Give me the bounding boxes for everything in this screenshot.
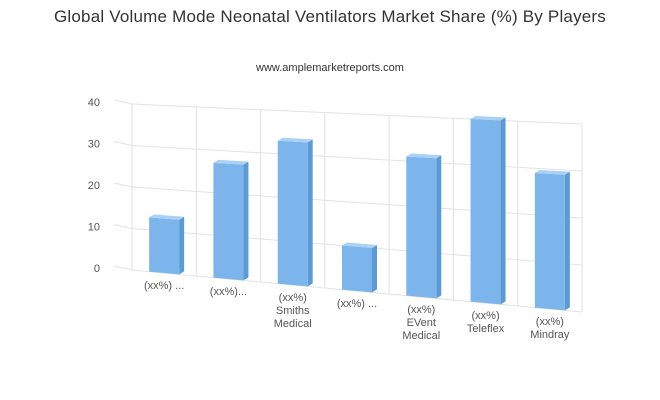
x-tick-label: (xx%)...	[210, 286, 247, 298]
grid-line-side	[113, 265, 133, 271]
bar	[470, 116, 506, 305]
bar-top	[342, 242, 377, 248]
x-axis-labels: (xx%) ... (xx%)... (xx%) Smiths Medical (xx%)…	[144, 280, 570, 342]
bar-front	[534, 172, 565, 311]
bar-top	[277, 137, 313, 143]
bar-side	[564, 171, 570, 311]
bars	[149, 116, 570, 311]
grid-line	[131, 103, 583, 125]
y-tick-label: 10	[88, 222, 100, 234]
bar	[534, 169, 570, 311]
x-tick-label: (xx%) ...	[144, 280, 184, 292]
bar-top	[470, 116, 506, 121]
bar-front	[213, 162, 244, 281]
bar-side	[243, 161, 249, 281]
bar-top	[534, 169, 570, 175]
grid-line	[131, 145, 583, 172]
grid-line-side	[113, 182, 133, 188]
bar	[277, 137, 313, 287]
bar	[149, 214, 185, 275]
bar-side	[307, 139, 313, 287]
bar-front	[470, 119, 501, 305]
bar-front	[277, 140, 308, 287]
bar-side	[500, 117, 506, 305]
grid-line-side	[113, 141, 133, 146]
y-axis-labels: 40 30 20 10 0	[88, 97, 100, 275]
grid-line	[131, 186, 583, 219]
bar	[342, 242, 377, 293]
x-tick-label: (xx%) Mindray	[530, 316, 570, 341]
bar-side	[372, 244, 377, 293]
bar-top	[149, 214, 185, 220]
bar-front	[406, 156, 437, 299]
x-tick-label: (xx%) Teleflex	[467, 310, 505, 335]
bar	[406, 153, 442, 299]
y-tick-label: 0	[94, 263, 100, 275]
grid-line-side	[113, 224, 133, 229]
bar-top	[213, 159, 249, 165]
grid-line-side	[113, 99, 133, 105]
bar-side	[436, 155, 442, 299]
x-tick-label: (xx%) ...	[337, 298, 377, 310]
x-tick-label: (xx%) EVent Medical	[402, 304, 440, 342]
y-tick-label: 30	[88, 139, 100, 151]
bar-front	[342, 245, 372, 293]
bar	[213, 159, 249, 281]
y-tick-label: 20	[88, 180, 100, 192]
bar-front	[149, 217, 180, 275]
y-tick-label: 40	[88, 97, 100, 109]
chart-title: Global Volume Mode Neonatal Ventilators …	[54, 7, 606, 26]
bar-side	[179, 216, 185, 275]
x-tick-label: (xx%) Smiths Medical	[274, 292, 312, 330]
chart-subtitle: www.amplemarketreports.com	[256, 62, 404, 74]
bar-top	[406, 153, 442, 159]
